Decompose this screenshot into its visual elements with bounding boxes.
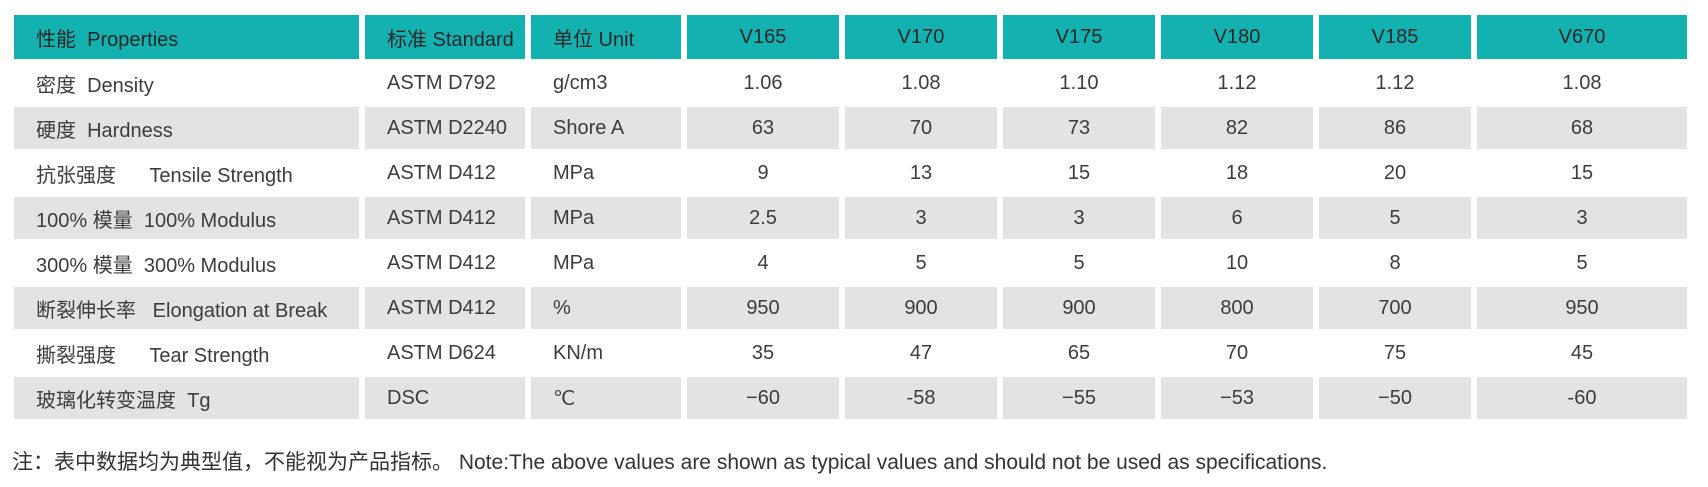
value-cell: 800 <box>1161 287 1313 329</box>
value-cell: 3 <box>1477 197 1687 239</box>
value-cell: 5 <box>1319 197 1471 239</box>
property-cell: 抗张强度 Tensile Strength <box>36 164 293 187</box>
table-row: 玻璃化转变温度 Tg DSC ℃ −60 -58 −55 −53 −50 -60 <box>14 377 1687 419</box>
table-row: 撕裂强度 Tear Strength ASTM D624 KN/m 35 47 65 70 7… <box>14 332 1687 374</box>
value-cell: 9 <box>757 161 769 184</box>
header-v670: V670 <box>1477 15 1687 59</box>
value-cell: 86 <box>1319 107 1471 149</box>
header-standard: 标准 Standard <box>365 15 525 59</box>
table-row: 300% 模量 300% Modulus ASTM D412 MPa 4 5 5 10 8 5 <box>14 242 1687 284</box>
unit-cell: KN/m <box>553 341 603 364</box>
standard-cell: ASTM D624 <box>387 341 496 364</box>
table-row: 硬度 Hardness ASTM D2240 Shore A 63 70 73 82 86 68 <box>14 107 1687 149</box>
value-cell: 47 <box>909 341 933 364</box>
table-row: 断裂伸长率 Elongation at Break ASTM D412% 950 90… <box>14 287 1687 329</box>
standard-cell: DSC <box>365 377 525 419</box>
value-cell: 70 <box>1225 341 1249 364</box>
value-cell: 1.08 <box>901 71 941 94</box>
value-cell: 45 <box>1570 341 1594 364</box>
value-cell: 68 <box>1477 107 1687 149</box>
value-cell: 950 <box>1477 287 1687 329</box>
value-cell: -60 <box>1477 377 1687 419</box>
unit-cell: MPa <box>553 161 595 184</box>
value-cell: −55 <box>1003 377 1155 419</box>
header-properties: 性能 Properties <box>14 15 359 59</box>
value-cell: 900 <box>1003 287 1155 329</box>
standard-cell: ASTM D412 <box>365 287 525 329</box>
value-cell: 35 <box>751 341 775 364</box>
header-v165: V165 <box>687 15 839 59</box>
property-cell: 撕裂强度 Tear Strength <box>36 344 270 367</box>
property-cell: 密度 Density <box>36 74 154 97</box>
value-cell: 1.12 <box>1217 71 1257 94</box>
value-cell: −60 <box>687 377 839 419</box>
value-cell: 20 <box>1383 161 1407 184</box>
value-cell: 5 <box>1073 251 1085 274</box>
standard-cell: ASTM D412 <box>387 161 496 184</box>
value-cell: 15 <box>1570 161 1594 184</box>
header-v170: V170 <box>845 15 997 59</box>
value-cell: 18 <box>1225 161 1249 184</box>
unit-cell: g/cm3 <box>553 71 608 94</box>
value-cell: 5 <box>915 251 927 274</box>
table-row: 密度 Density ASTM D792 g/cm3 1.06 1.08 1.10 1.12… <box>14 62 1687 104</box>
property-cell: 300% 模量 300% Modulus <box>36 254 277 277</box>
value-cell: −53 <box>1161 377 1313 419</box>
value-cell: 6 <box>1161 197 1313 239</box>
value-cell: 1.06 <box>743 71 783 94</box>
value-cell: 73 <box>1003 107 1155 149</box>
value-cell: 1.12 <box>1375 71 1415 94</box>
standard-cell: ASTM D412 <box>387 251 496 274</box>
property-cell: 玻璃化转变温度 Tg <box>14 377 359 419</box>
value-cell: 82 <box>1161 107 1313 149</box>
value-cell: 13 <box>909 161 933 184</box>
unit-cell: Shore A <box>531 107 681 149</box>
unit-cell: MPa <box>553 251 595 274</box>
value-cell: 4 <box>757 251 769 274</box>
value-cell: 950 <box>687 287 839 329</box>
standard-cell: ASTM D412 <box>365 197 525 239</box>
standard-cell: ASTM D792 <box>387 71 496 94</box>
table-row: 抗张强度 Tensile Strength ASTM D412 MPa 9 13 15 18… <box>14 152 1687 194</box>
value-cell: -58 <box>845 377 997 419</box>
value-cell: 75 <box>1383 341 1407 364</box>
property-cell: 100% 模量 100% Modulus <box>14 197 359 239</box>
table-row: 100% 模量 100% Modulus ASTM D412 MPa 2.5 3 3 6 5 3 <box>14 197 1687 239</box>
unit-cell: MPa <box>531 197 681 239</box>
footnote: 注：表中数据均为典型值，不能视为产品指标。 Note:The above val… <box>12 451 1328 474</box>
value-cell: 70 <box>845 107 997 149</box>
value-cell: 700 <box>1319 287 1471 329</box>
value-cell: 900 <box>845 287 997 329</box>
standard-cell: ASTM D2240 <box>365 107 525 149</box>
value-cell: 1.10 <box>1059 71 1099 94</box>
value-cell: 8 <box>1389 251 1401 274</box>
value-cell: 1.08 <box>1562 71 1602 94</box>
value-cell: 3 <box>1003 197 1155 239</box>
value-cell: 65 <box>1067 341 1091 364</box>
value-cell: 15 <box>1067 161 1091 184</box>
property-cell: 断裂伸长率 Elongation at Break <box>14 287 359 329</box>
value-cell: 3 <box>845 197 997 239</box>
header-unit: 单位 Unit <box>531 15 681 59</box>
header-v180: V180 <box>1161 15 1313 59</box>
value-cell: 2.5 <box>687 197 839 239</box>
property-cell: 硬度 Hardness <box>14 107 359 149</box>
unit-cell: % <box>531 287 681 329</box>
header-v175: V175 <box>1003 15 1155 59</box>
datasheet-section: 性能 Properties 标准 Standard 单位 Unit V165 V… <box>8 12 1693 474</box>
value-cell: 5 <box>1576 251 1588 274</box>
header-v185: V185 <box>1319 15 1471 59</box>
value-cell: 63 <box>687 107 839 149</box>
value-cell: −50 <box>1319 377 1471 419</box>
properties-table: 性能 Properties 标准 Standard 单位 Unit V165 V… <box>8 12 1693 422</box>
table-header-row: 性能 Properties 标准 Standard 单位 Unit V165 V… <box>14 15 1687 59</box>
unit-cell: ℃ <box>531 377 681 419</box>
value-cell: 10 <box>1225 251 1249 274</box>
